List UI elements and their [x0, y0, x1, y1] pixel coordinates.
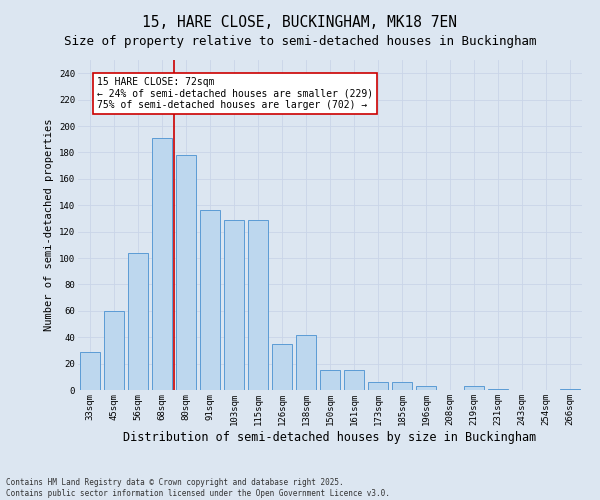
Bar	[464, 386, 484, 390]
Bar	[200, 210, 220, 390]
Bar	[224, 220, 244, 390]
Bar	[344, 370, 364, 390]
Bar	[152, 138, 172, 390]
Bar	[176, 155, 196, 390]
Bar	[416, 386, 436, 390]
X-axis label: Distribution of semi-detached houses by size in Buckingham: Distribution of semi-detached houses by …	[124, 430, 536, 444]
Text: Contains HM Land Registry data © Crown copyright and database right 2025.
Contai: Contains HM Land Registry data © Crown c…	[6, 478, 390, 498]
Bar	[104, 311, 124, 390]
Bar	[248, 220, 268, 390]
Bar	[80, 352, 100, 390]
Y-axis label: Number of semi-detached properties: Number of semi-detached properties	[44, 118, 53, 331]
Bar	[392, 382, 412, 390]
Bar	[296, 334, 316, 390]
Bar	[272, 344, 292, 390]
Text: 15 HARE CLOSE: 72sqm
← 24% of semi-detached houses are smaller (229)
75% of semi: 15 HARE CLOSE: 72sqm ← 24% of semi-detac…	[97, 77, 373, 110]
Text: Size of property relative to semi-detached houses in Buckingham: Size of property relative to semi-detach…	[64, 35, 536, 48]
Bar	[368, 382, 388, 390]
Bar	[320, 370, 340, 390]
Bar	[488, 388, 508, 390]
Bar	[560, 388, 580, 390]
Bar	[128, 252, 148, 390]
Text: 15, HARE CLOSE, BUCKINGHAM, MK18 7EN: 15, HARE CLOSE, BUCKINGHAM, MK18 7EN	[143, 15, 458, 30]
